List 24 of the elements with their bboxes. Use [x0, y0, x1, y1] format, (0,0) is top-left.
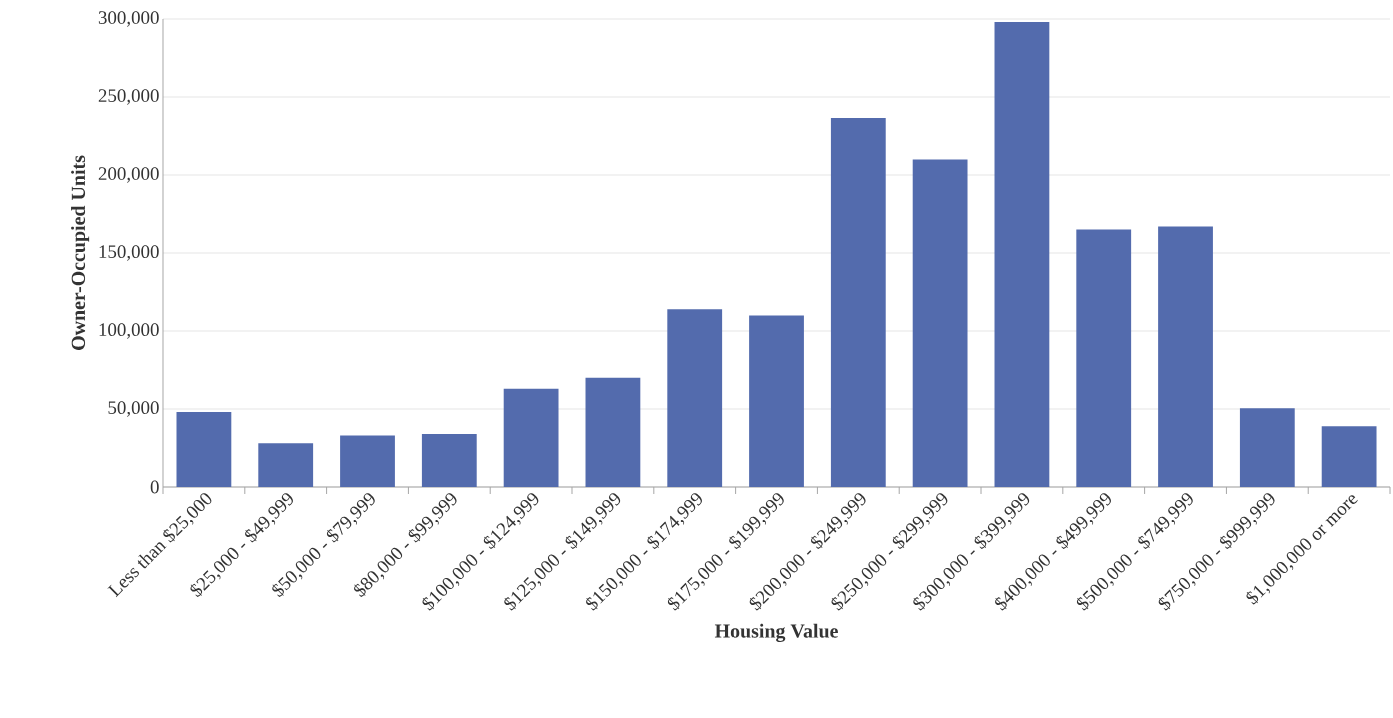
bar	[749, 315, 804, 487]
bar	[176, 412, 232, 487]
bar	[503, 388, 559, 487]
y-tick-label: 0	[150, 480, 159, 494]
bar	[1239, 408, 1295, 487]
bar	[912, 159, 968, 487]
y-tick-label: 200,000	[98, 167, 159, 183]
y-tick-label: 150,000	[99, 245, 159, 261]
y-axis-title: Owner-Occupied Units	[71, 155, 90, 350]
y-tick-label: 50,000	[108, 401, 159, 417]
bar	[585, 377, 641, 487]
bar	[1076, 229, 1132, 487]
y-tick-label: 250,000	[98, 89, 159, 105]
bar	[667, 309, 723, 487]
bar	[1158, 226, 1213, 487]
x-axis-title: Housing Value	[714, 623, 838, 642]
bar	[994, 22, 1050, 487]
bar	[340, 435, 395, 487]
y-tick-label: 100,000	[99, 323, 159, 339]
y-tick-label: 300,000	[98, 11, 159, 27]
bar	[258, 443, 314, 487]
bar	[1321, 426, 1377, 487]
bar	[830, 118, 886, 487]
bar	[421, 433, 477, 487]
